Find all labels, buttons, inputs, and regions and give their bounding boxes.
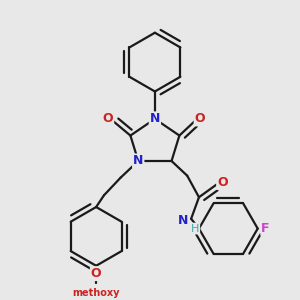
Text: O: O (103, 112, 113, 125)
Text: O: O (217, 176, 228, 189)
Text: O: O (195, 112, 205, 125)
Text: methoxy: methoxy (72, 288, 120, 298)
Text: O: O (91, 267, 101, 280)
Text: F: F (261, 222, 270, 235)
Text: N: N (178, 214, 188, 227)
Text: H: H (191, 224, 199, 234)
Text: N: N (133, 154, 143, 167)
Text: N: N (150, 112, 160, 125)
